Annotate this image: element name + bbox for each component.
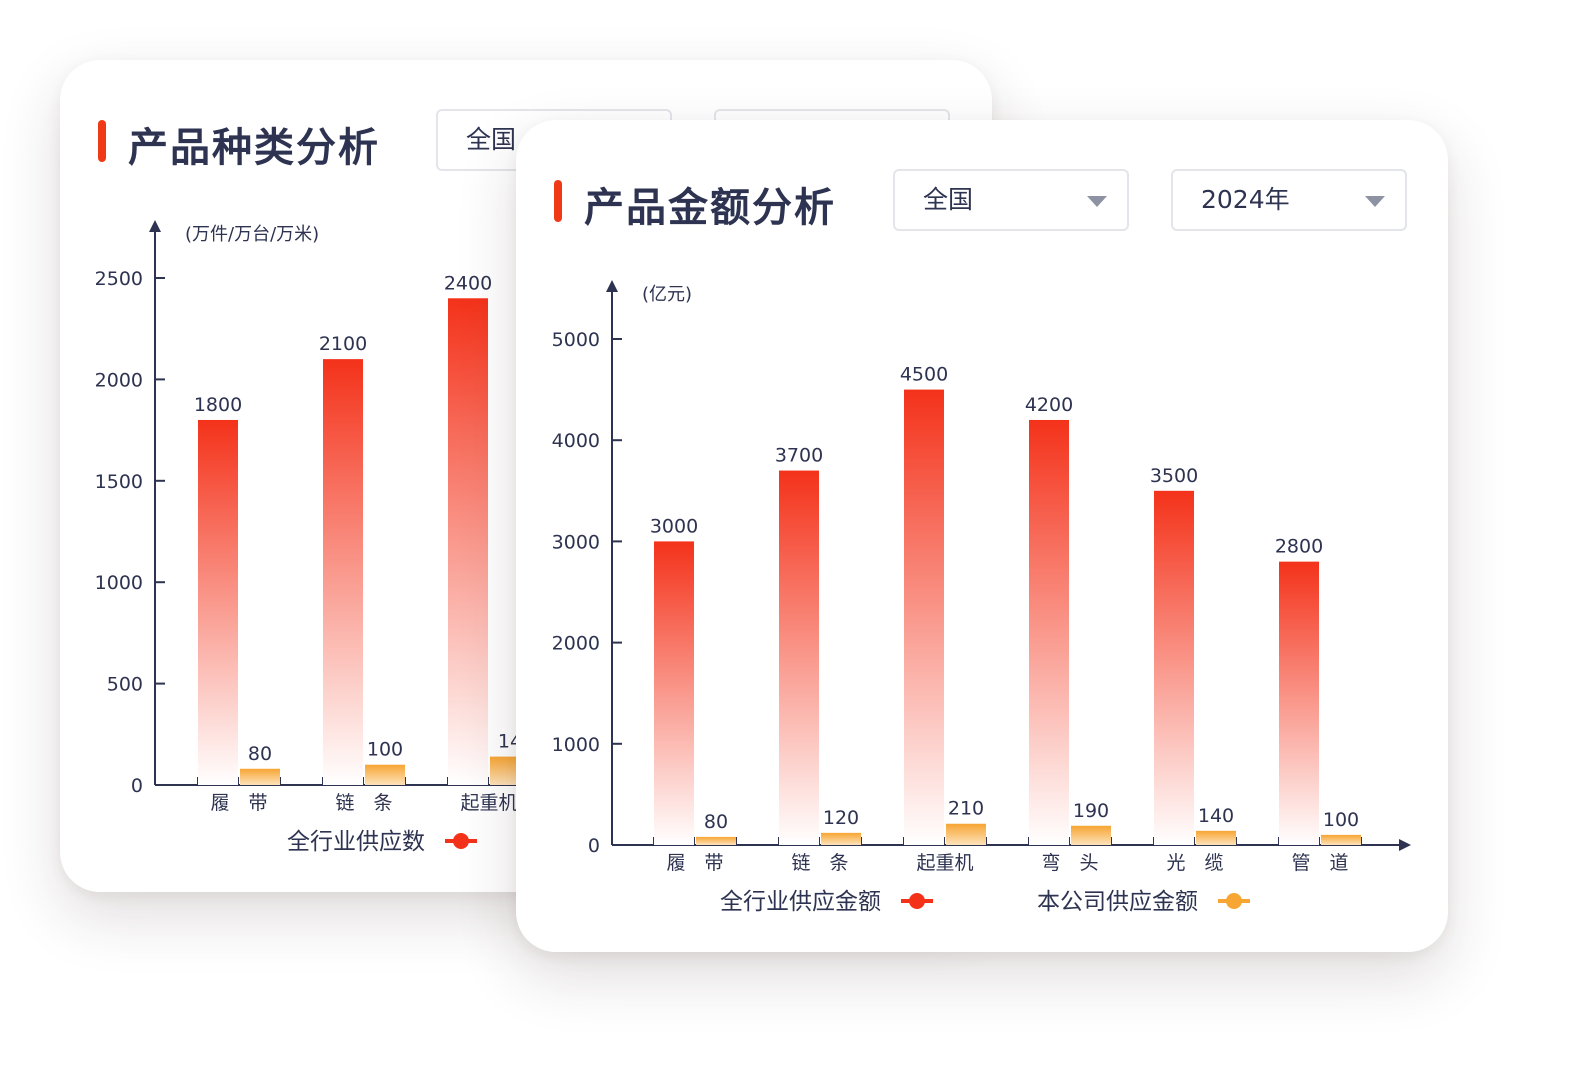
category-label: 起重机 xyxy=(460,792,517,814)
category-label: 起重机 xyxy=(916,852,973,874)
y-tick-label: 3000 xyxy=(552,531,600,553)
category-label: 履 带 xyxy=(210,792,267,814)
bar-industry xyxy=(1029,419,1069,845)
bar-value-label: 80 xyxy=(248,743,272,765)
bar-value-label: 3500 xyxy=(1150,465,1198,487)
title-accent-bar xyxy=(98,120,106,162)
bar-value-label: 80 xyxy=(704,811,728,833)
product-amount-panel: 产品金额分析 全国 2024年 (亿元) 0 1000 2000 3000 4000 500… xyxy=(516,120,1448,952)
y-tick-label: 1500 xyxy=(95,471,143,493)
category-label: 光 缆 xyxy=(1166,852,1223,874)
bar-value-label: 2400 xyxy=(444,272,492,294)
bar-value-label: 2800 xyxy=(1275,536,1323,558)
bar-value-label: 190 xyxy=(1073,800,1109,822)
region-select[interactable]: 全国 xyxy=(893,169,1129,231)
bar-company xyxy=(365,764,405,785)
legend-label: 全行业供应数 xyxy=(287,829,425,855)
category-label: 管 道 xyxy=(1291,852,1348,874)
bar-company xyxy=(240,768,280,785)
bar-value-label: 210 xyxy=(948,798,984,820)
chevron-down-icon xyxy=(1365,196,1385,207)
region-select-value: 全国 xyxy=(923,185,974,214)
y-tick-label: 2500 xyxy=(95,268,143,290)
bar-industry xyxy=(779,470,819,845)
y-tick-label: 0 xyxy=(131,775,143,797)
bar-value-label: 4500 xyxy=(900,364,948,386)
bar-company xyxy=(696,836,736,845)
bar-company xyxy=(1071,825,1111,845)
bar-value-label: 3700 xyxy=(775,445,823,467)
legend-label: 全行业供应金额 xyxy=(720,889,881,915)
y-tick-label: 2000 xyxy=(95,369,143,391)
panel-title: 产品种类分析 xyxy=(128,125,380,171)
bar-company xyxy=(821,832,861,845)
year-select[interactable]: 2024年 xyxy=(1171,169,1407,231)
bar-industry xyxy=(1154,490,1194,845)
bar-industry xyxy=(904,389,944,845)
y-axis-arrow xyxy=(606,280,618,292)
bar-value-label: 140 xyxy=(1198,805,1234,827)
bar-company xyxy=(1321,834,1361,845)
region-select-value: 全国 xyxy=(466,125,517,154)
title-accent-bar xyxy=(554,180,562,222)
bar-company xyxy=(1196,830,1236,845)
bar-company xyxy=(946,823,986,845)
product-amount-bar-chart: (亿元) 0 1000 2000 3000 4000 5000 3000 80 履 带 3700 12… xyxy=(552,280,1411,915)
bar-value-label: 3000 xyxy=(650,515,698,537)
chevron-down-icon xyxy=(1087,196,1107,207)
bar-industry xyxy=(448,298,488,785)
bar-value-label: 100 xyxy=(1323,809,1359,831)
panel-title: 产品金额分析 xyxy=(584,185,836,231)
year-select-value: 2024年 xyxy=(1201,185,1290,214)
legend-marker-icon xyxy=(909,893,925,909)
y-axis-label: (万件/万台/万米) xyxy=(185,224,319,245)
legend-marker-icon xyxy=(1226,893,1242,909)
legend-marker-icon xyxy=(453,833,469,849)
y-tick-label: 1000 xyxy=(552,734,600,756)
bar-value-label: 4200 xyxy=(1025,394,1073,416)
y-tick-label: 4000 xyxy=(552,430,600,452)
x-axis-arrow xyxy=(1399,839,1411,851)
y-axis-arrow xyxy=(149,220,161,232)
bar-industry xyxy=(654,541,694,845)
bar-value-label: 1800 xyxy=(194,394,242,416)
bar-value-label: 100 xyxy=(367,739,403,761)
bar-industry xyxy=(1279,561,1319,845)
category-label: 链 条 xyxy=(791,852,848,874)
bar-industry xyxy=(323,359,363,785)
y-axis-label: (亿元) xyxy=(642,284,692,305)
bar-value-label: 2100 xyxy=(319,333,367,355)
y-tick-label: 1000 xyxy=(95,572,143,594)
bar-industry xyxy=(198,419,238,785)
y-tick-label: 2000 xyxy=(552,633,600,655)
bar-value-label: 120 xyxy=(823,807,859,829)
y-tick-label: 500 xyxy=(107,674,143,696)
legend-label: 本公司供应金额 xyxy=(1037,889,1198,915)
category-label: 履 带 xyxy=(666,852,723,874)
y-tick-label: 5000 xyxy=(552,329,600,351)
y-tick-label: 0 xyxy=(588,835,600,857)
category-label: 弯 头 xyxy=(1041,852,1098,874)
category-label: 链 条 xyxy=(335,792,392,814)
